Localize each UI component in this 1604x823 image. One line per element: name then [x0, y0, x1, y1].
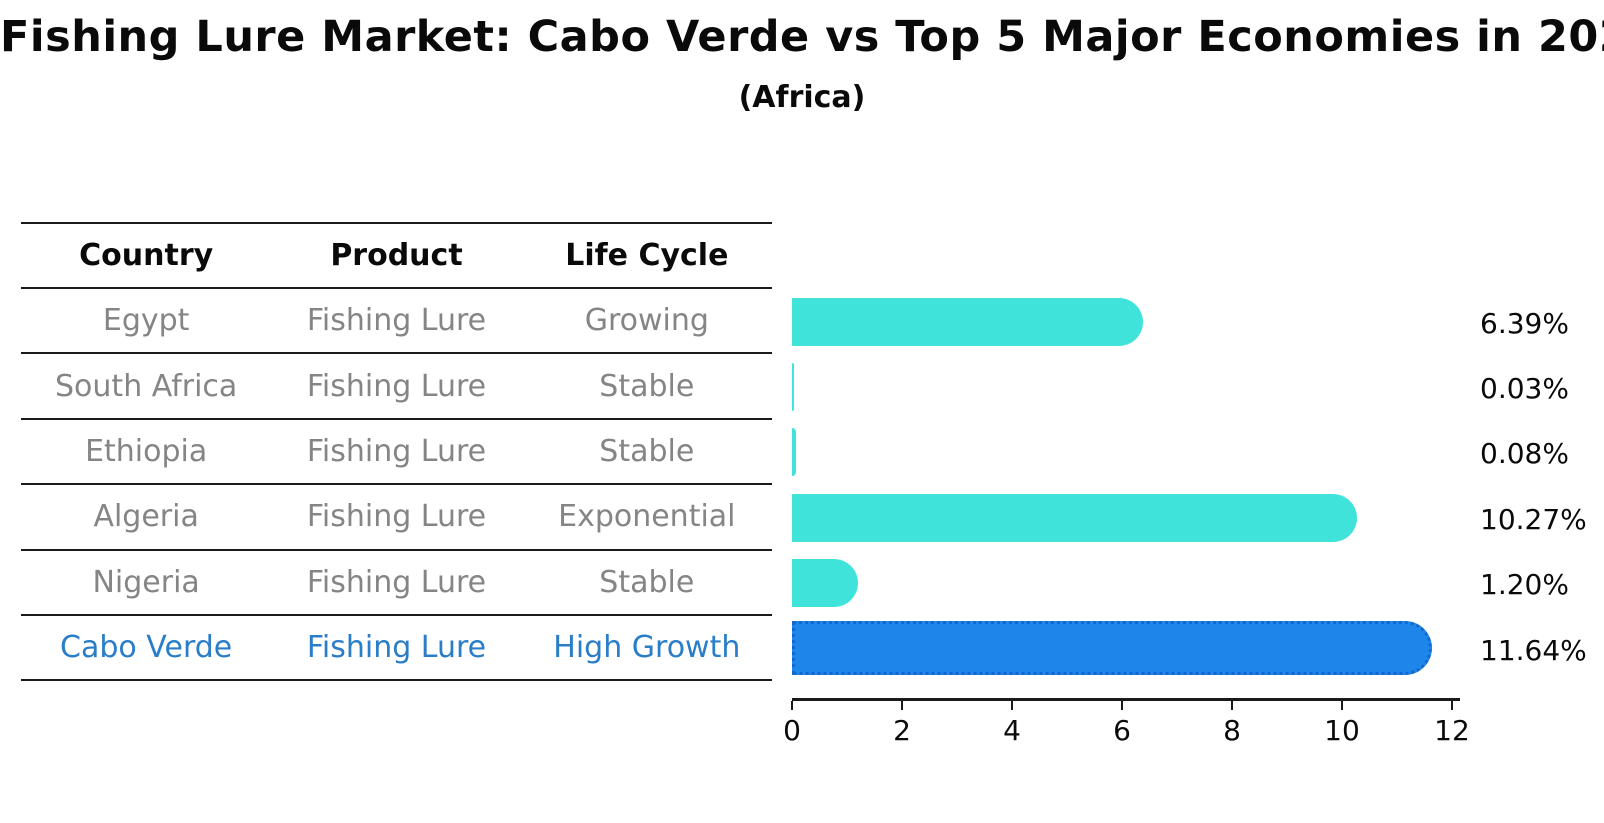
column-header-life-cycle: Life Cycle: [565, 238, 729, 273]
bar-chart: 6.39% 0.03% 0.08% 10.27% 1.20% 11.64% 0: [783, 289, 1604, 759]
column-header-country: Country: [79, 238, 214, 273]
country-cell: Cabo Verde: [60, 630, 233, 666]
country-table: Country Product Life Cycle Egypt Fishing…: [21, 222, 772, 682]
value-label-south-africa: 0.03%: [1480, 371, 1569, 405]
value-label-cabo-verde: 11.64%: [1480, 633, 1587, 667]
bar-south-africa: [792, 362, 794, 411]
life-cycle-cell: Stable: [599, 433, 695, 469]
country-cell: Nigeria: [92, 564, 200, 600]
country-cell: Ethiopia: [85, 433, 208, 469]
tick-label: 10: [1324, 714, 1360, 747]
bar-row-cabo-verde: 11.64%: [792, 616, 1604, 681]
tick-label: 2: [893, 714, 911, 747]
product-cell: Fishing Lure: [306, 499, 487, 535]
value-label-ethiopia: 0.08%: [1480, 437, 1569, 471]
product-cell: Fishing Lure: [306, 433, 487, 469]
bar-row-nigeria: 1.20%: [792, 551, 1604, 616]
table-header-row: Country Product Life Cycle: [21, 222, 772, 289]
table-row: Ethiopia Fishing Lure Stable: [21, 420, 772, 486]
life-cycle-cell: Exponential: [558, 499, 736, 535]
bar-algeria: [792, 493, 1357, 542]
value-label-algeria: 10.27%: [1480, 502, 1587, 536]
life-cycle-cell: High Growth: [553, 630, 741, 666]
tick-mark: [1341, 701, 1343, 710]
life-cycle-cell: Growing: [584, 303, 709, 339]
chart-subtitle: (Africa): [738, 80, 866, 115]
bar-egypt: [792, 297, 1144, 346]
table-row-highlighted: Cabo Verde Fishing Lure High Growth: [21, 616, 772, 682]
tick-label: 4: [1003, 714, 1021, 747]
product-cell: Fishing Lure: [306, 368, 487, 404]
bar-cabo-verde: [792, 621, 1433, 676]
product-cell: Fishing Lure: [306, 564, 487, 600]
country-cell: Algeria: [93, 499, 199, 535]
tick-label: 8: [1223, 714, 1241, 747]
country-cell: South Africa: [55, 368, 238, 404]
table-row: Egypt Fishing Lure Growing: [21, 289, 772, 355]
tick-mark: [1121, 701, 1123, 710]
tick-mark: [901, 701, 903, 710]
bar-row-algeria: 10.27%: [792, 485, 1604, 550]
value-label-nigeria: 1.20%: [1480, 568, 1569, 602]
column-header-product: Product: [330, 238, 463, 273]
tick-mark: [1231, 701, 1233, 710]
tick-label: 6: [1113, 714, 1131, 747]
table-row: Nigeria Fishing Lure Stable: [21, 551, 772, 616]
product-cell: Fishing Lure: [306, 303, 487, 339]
x-axis-line: [792, 698, 1460, 701]
table-row: South Africa Fishing Lure Stable: [21, 354, 772, 420]
bar-ethiopia: [792, 428, 797, 477]
life-cycle-cell: Stable: [599, 564, 695, 600]
bar-row-ethiopia: 0.08%: [792, 420, 1604, 485]
bar-nigeria: [792, 559, 858, 608]
table-row: Algeria Fishing Lure Exponential: [21, 485, 772, 551]
tick-mark: [791, 701, 793, 710]
tick-mark: [1011, 701, 1013, 710]
product-cell: Fishing Lure: [306, 630, 487, 666]
bar-row-egypt: 6.39%: [792, 289, 1604, 354]
tick-label: 0: [783, 714, 801, 747]
chart-title: Fishing Lure Market: Cabo Verde vs Top 5…: [0, 12, 1604, 62]
tick-mark: [1451, 701, 1453, 710]
value-label-egypt: 6.39%: [1480, 306, 1569, 340]
tick-label: 12: [1434, 714, 1470, 747]
life-cycle-cell: Stable: [599, 368, 695, 404]
country-cell: Egypt: [102, 303, 190, 339]
bar-row-south-africa: 0.03%: [792, 354, 1604, 419]
